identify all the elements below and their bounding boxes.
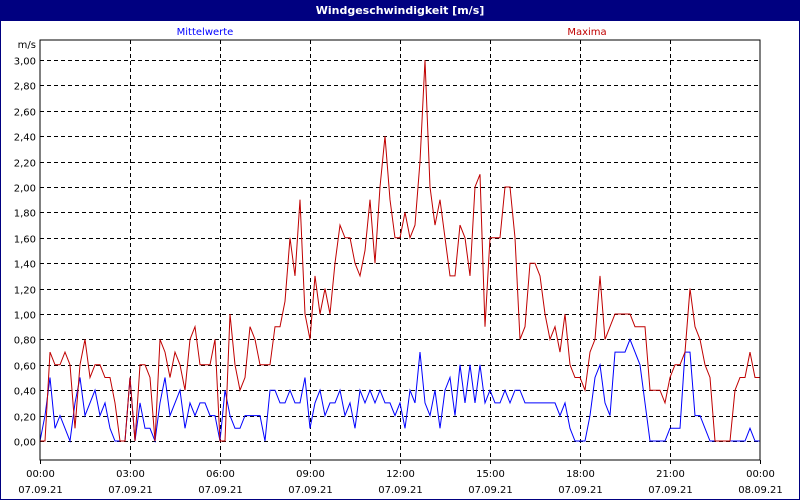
x-tick-date: 08.09.21: [738, 485, 783, 496]
x-tick-date: 07.09.21: [18, 485, 63, 496]
y-tick-label: 2,80: [14, 82, 36, 93]
y-tick-label: 0,80: [14, 336, 36, 347]
x-tick-date: 07.09.21: [378, 485, 423, 496]
legend-maxima: Maxima: [567, 27, 606, 38]
window-title: Windgeschwindigkeit [m/s]: [1, 1, 799, 21]
y-tick-label: 1,20: [14, 286, 36, 297]
x-tick-time: 21:00: [656, 469, 685, 480]
x-tick-time: 12:00: [386, 469, 415, 480]
legend-mittelwerte: Mittelwerte: [177, 27, 234, 38]
y-tick-label: 1,40: [14, 260, 36, 271]
x-tick-time: 15:00: [476, 469, 505, 480]
x-tick-time: 00:00: [26, 469, 55, 480]
y-tick-label: 0,40: [14, 387, 36, 398]
x-tick-date: 07.09.21: [198, 485, 243, 496]
y-tick-label: 2,20: [14, 159, 36, 170]
y-tick-label: 1,00: [14, 311, 36, 322]
plot-frame: [39, 39, 761, 461]
x-tick-time: 09:00: [296, 469, 325, 480]
y-tick-label: 2,40: [14, 133, 36, 144]
y-tick-label: 1,60: [14, 235, 36, 246]
x-tick-date: 07.09.21: [648, 485, 693, 496]
x-tick-date: 07.09.21: [468, 485, 513, 496]
y-tick-label: 2,60: [14, 108, 36, 119]
series-line-maxima: [40, 59, 760, 442]
y-tick-label: 0,00: [14, 438, 36, 449]
y-tick-label: 3,00: [14, 57, 36, 68]
x-tick-date: 07.09.21: [288, 485, 333, 496]
x-tick-time: 18:00: [566, 469, 595, 480]
x-tick-time: 03:00: [116, 469, 145, 480]
x-tick-time: 00:00: [746, 469, 775, 480]
y-tick-label: 0,20: [14, 413, 36, 424]
y-tick-label: 2,00: [14, 184, 36, 195]
x-tick-date: 07.09.21: [108, 485, 153, 496]
x-tick-date: 07.09.21: [558, 485, 603, 496]
y-tick-label: 1,80: [14, 209, 36, 220]
y-tick-label: 0,60: [14, 362, 36, 373]
y-unit-label: m/s: [18, 40, 36, 51]
x-tick-time: 06:00: [206, 469, 235, 480]
series-line-mittelwerte: [39, 338, 760, 443]
